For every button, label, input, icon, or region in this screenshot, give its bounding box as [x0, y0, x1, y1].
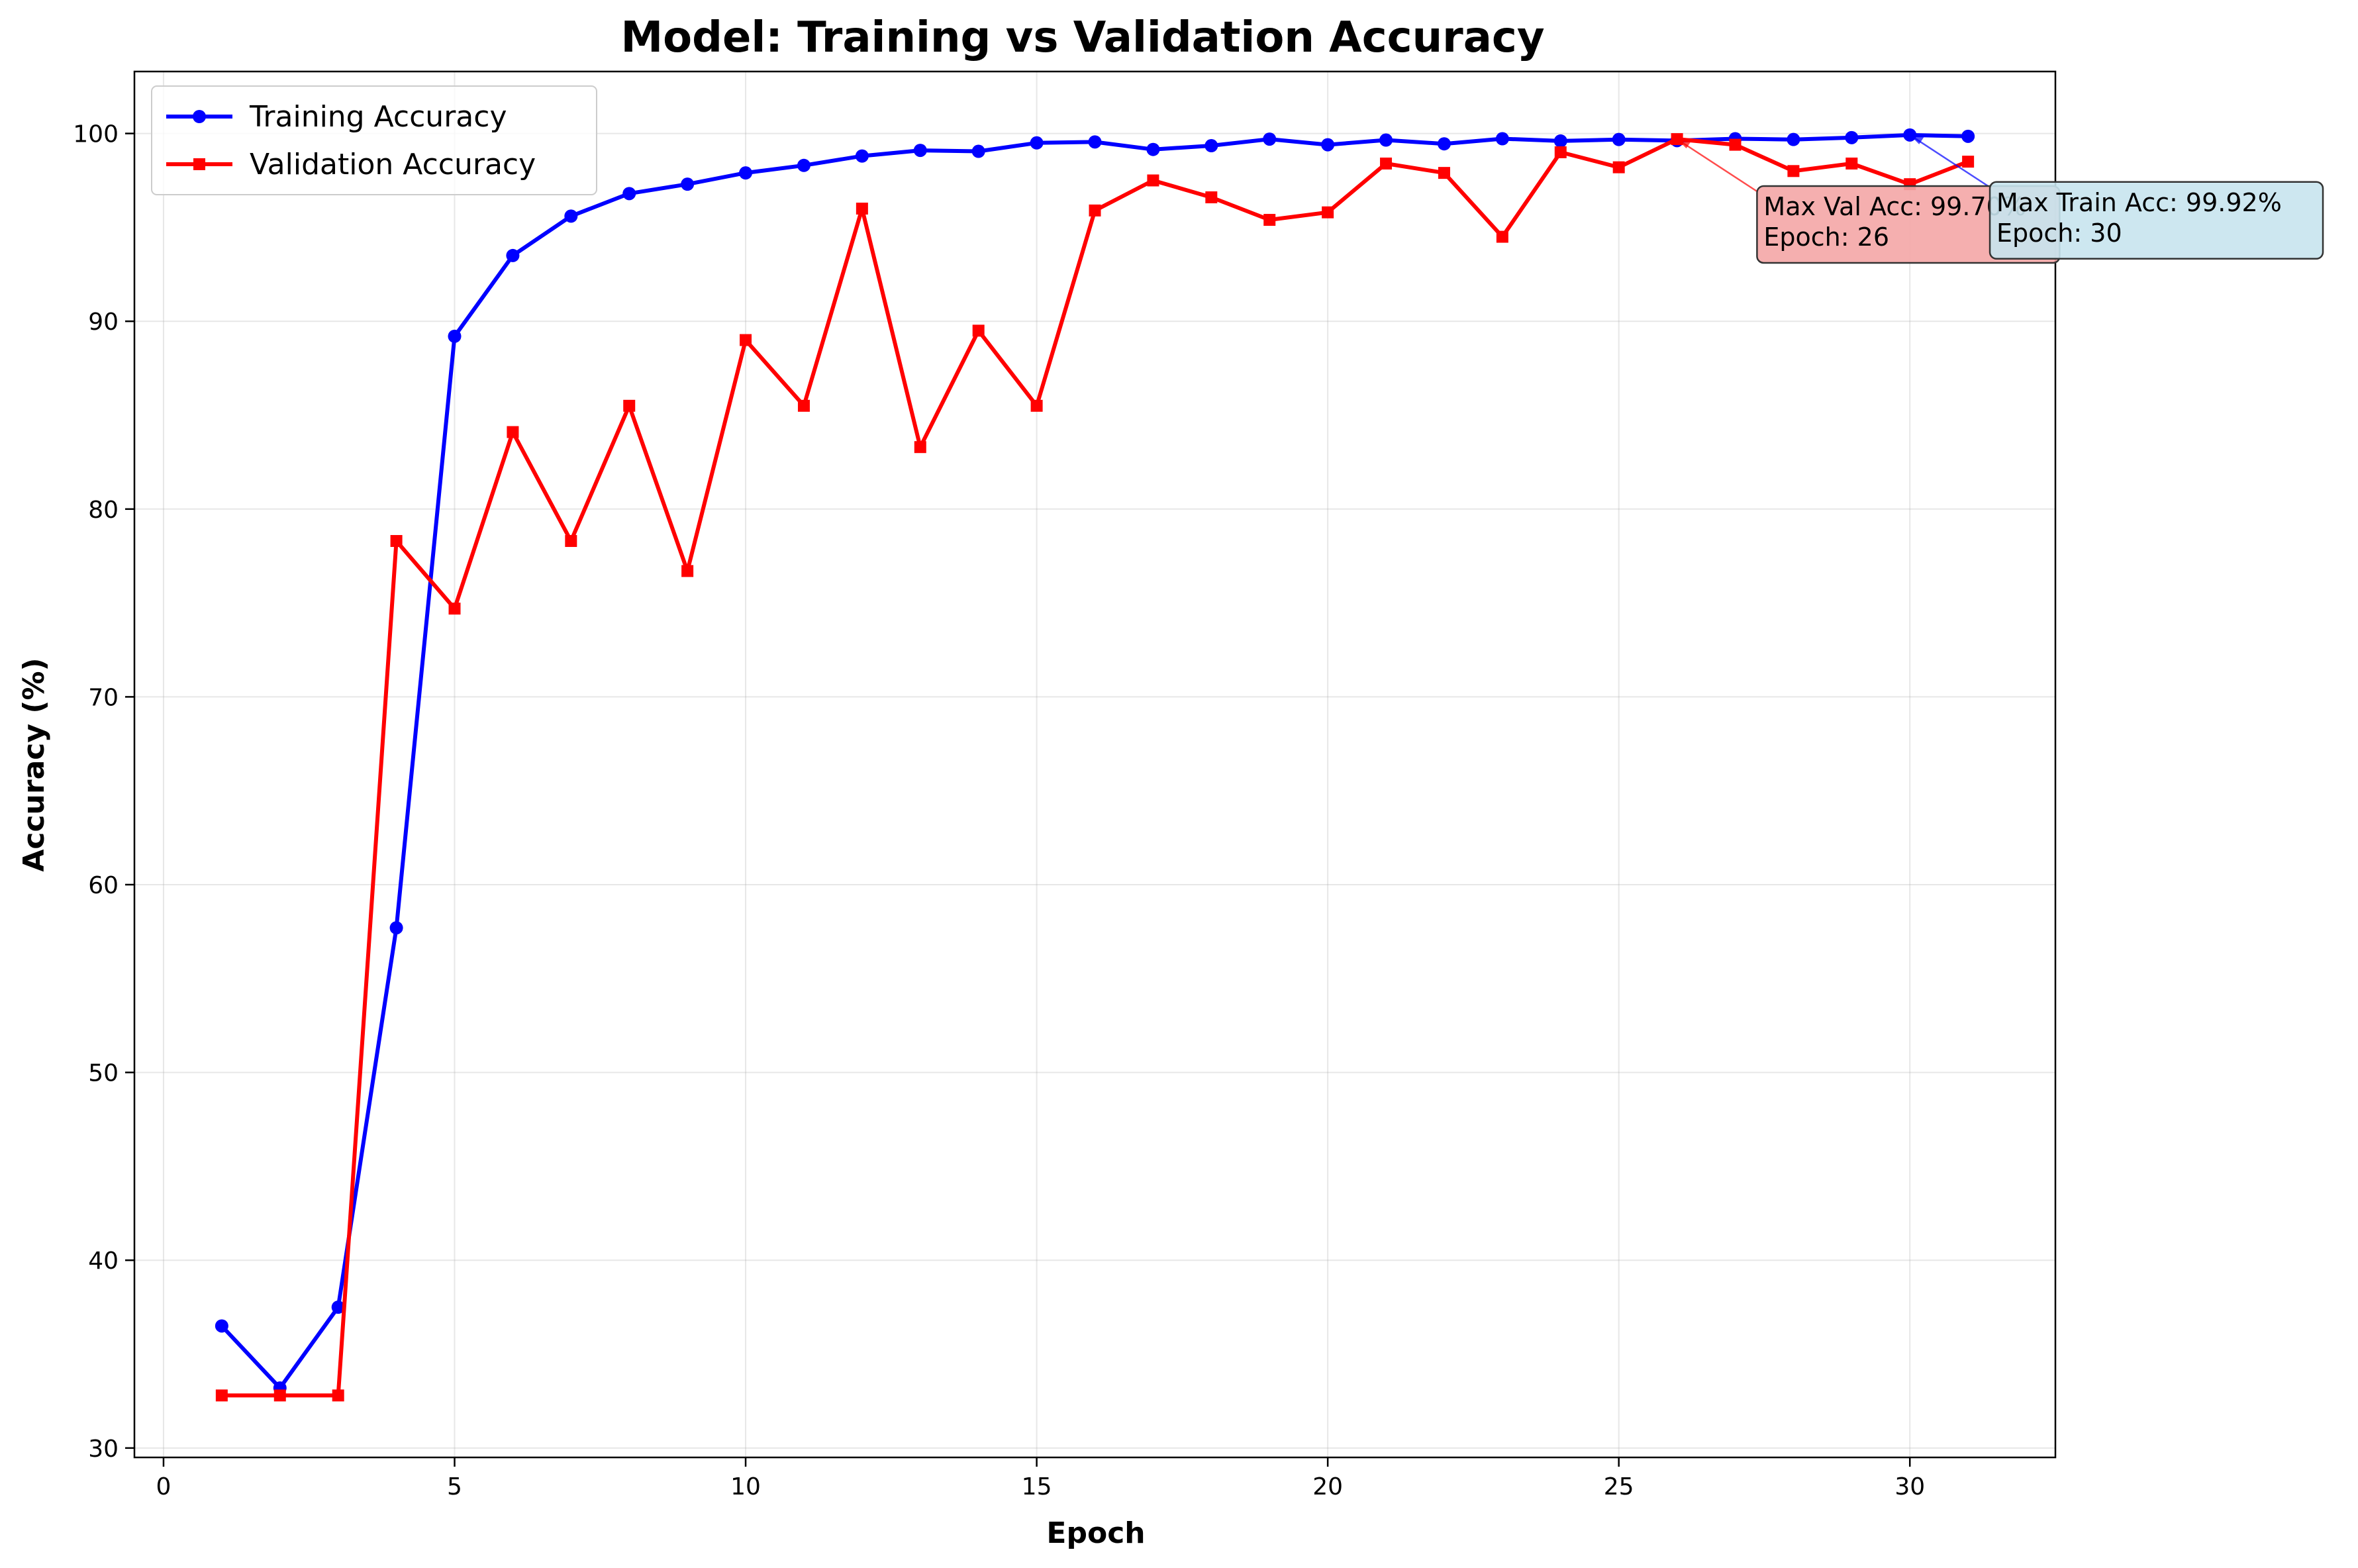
validation-accuracy-point — [797, 399, 810, 412]
legend-training-accuracy-label: Training Accuracy — [249, 100, 507, 134]
validation-accuracy-point — [448, 603, 461, 615]
training-accuracy-point — [215, 1319, 228, 1333]
legend: Training Accuracy Validation Accuracy — [151, 85, 597, 195]
x-tick-label: 10 — [730, 1473, 761, 1500]
validation-accuracy-point — [1089, 204, 1101, 217]
y-tick-label: 80 — [88, 497, 119, 524]
validation-accuracy-point — [1438, 167, 1450, 179]
annotation-text: Max Val Acc: 99.70% — [1763, 192, 2026, 221]
chart-title: Model: Training vs Validation Accuracy — [620, 13, 1544, 62]
training-accuracy-point — [1961, 129, 1975, 143]
training-accuracy-point — [1146, 142, 1160, 156]
legend-validation-accuracy-label: Validation Accuracy — [250, 148, 536, 181]
training-accuracy-point — [739, 166, 753, 180]
validation-accuracy-point — [1380, 157, 1393, 170]
validation-accuracy-point — [1729, 138, 1742, 151]
legend-box — [151, 85, 597, 195]
validation-accuracy-point — [972, 324, 985, 337]
y-tick-label: 100 — [73, 121, 119, 148]
validation-accuracy-point — [1612, 161, 1625, 173]
validation-accuracy-point — [507, 426, 519, 438]
training-accuracy-point — [971, 144, 985, 158]
annotation-text: Epoch: 26 — [1763, 222, 1889, 252]
x-tick-label: 25 — [1604, 1473, 1634, 1500]
x-axis-label: Epoch — [1046, 1516, 1145, 1550]
training-accuracy-point — [1321, 138, 1335, 152]
training-accuracy-point — [855, 149, 869, 163]
annotation-arrowhead — [1910, 134, 1925, 144]
validation-accuracy-point — [1263, 214, 1276, 226]
x-tick-label: 30 — [1894, 1473, 1925, 1500]
validation-accuracy-point — [1787, 165, 1800, 177]
training-accuracy-point — [1204, 139, 1218, 153]
validation-accuracy-point — [1962, 156, 1975, 168]
training-accuracy-point — [1030, 136, 1044, 150]
training-accuracy-point — [1553, 134, 1567, 148]
validation-accuracy-point — [390, 535, 403, 548]
validation-accuracy-point — [1205, 191, 1218, 204]
training-accuracy-point — [1379, 133, 1393, 147]
training-accuracy-point — [1088, 135, 1102, 149]
training-accuracy-point — [797, 158, 811, 172]
training-accuracy-point — [1263, 132, 1277, 146]
validation-accuracy-point — [332, 1389, 344, 1402]
training-accuracy-point — [1787, 132, 1800, 146]
training-accuracy-point — [1437, 137, 1451, 151]
y-tick-label: 60 — [88, 872, 119, 899]
training-accuracy-point — [331, 1300, 345, 1314]
validation-accuracy-point — [215, 1389, 228, 1402]
training-accuracy-point — [448, 329, 462, 343]
training-accuracy-point — [389, 921, 403, 935]
validation-accuracy-point — [1554, 146, 1567, 158]
legend-training-accuracy-marker — [193, 110, 206, 123]
training-accuracy-point — [622, 187, 636, 201]
validation-accuracy-point — [1030, 399, 1043, 412]
annotation-arrow — [1909, 134, 1990, 188]
validation-accuracy-point — [623, 399, 636, 412]
x-tick-label: 0 — [156, 1473, 172, 1500]
validation-accuracy-point — [1496, 230, 1508, 243]
training-accuracy-point — [506, 248, 520, 262]
training-accuracy-point — [681, 177, 695, 191]
y-tick-label: 30 — [88, 1436, 119, 1463]
training-accuracy-point — [1612, 132, 1626, 146]
training-accuracy-point — [913, 144, 927, 158]
annotations: Max Val Acc: 99.70%Epoch: 26 Max Train Ac… — [1676, 134, 2324, 264]
validation-accuracy-point — [681, 565, 694, 577]
grid — [134, 72, 2055, 1457]
annotation-arrowhead — [1677, 139, 1692, 149]
training-accuracy-point — [564, 209, 578, 223]
validation-accuracy-point — [914, 441, 926, 454]
y-tick-label: 40 — [88, 1248, 119, 1275]
x-tick-label: 5 — [447, 1473, 462, 1500]
validation-accuracy-point — [1845, 157, 1858, 170]
y-tick-label: 50 — [88, 1060, 119, 1087]
annotation-text: Max Train Acc: 99.92% — [1996, 188, 2282, 217]
validation-accuracy-point — [273, 1389, 286, 1402]
validation-accuracy-point — [1147, 174, 1159, 187]
y-axis-label: Accuracy (%) — [17, 658, 51, 871]
x-tick-label: 15 — [1022, 1473, 1052, 1500]
annotation-arrow — [1676, 138, 1758, 193]
legend-validation-accuracy-marker — [193, 158, 205, 170]
training-accuracy-point — [1845, 130, 1859, 144]
validation-accuracy-point — [740, 334, 752, 346]
training-accuracy-point — [1495, 132, 1509, 146]
axis-ticks: 0 5 10 15 20 25 30 30 40 50 60 70 80 90 100 — [73, 121, 1925, 1500]
annotation-box — [1989, 181, 2324, 260]
x-tick-label: 20 — [1312, 1473, 1343, 1500]
validation-accuracy-point — [565, 535, 577, 548]
validation-accuracy-point — [1322, 206, 1334, 219]
annotation-text: Epoch: 30 — [1996, 219, 2122, 248]
y-tick-label: 70 — [88, 684, 119, 711]
validation-accuracy-point — [856, 203, 868, 215]
plot-frame — [133, 70, 2057, 1459]
y-tick-label: 90 — [88, 309, 119, 336]
